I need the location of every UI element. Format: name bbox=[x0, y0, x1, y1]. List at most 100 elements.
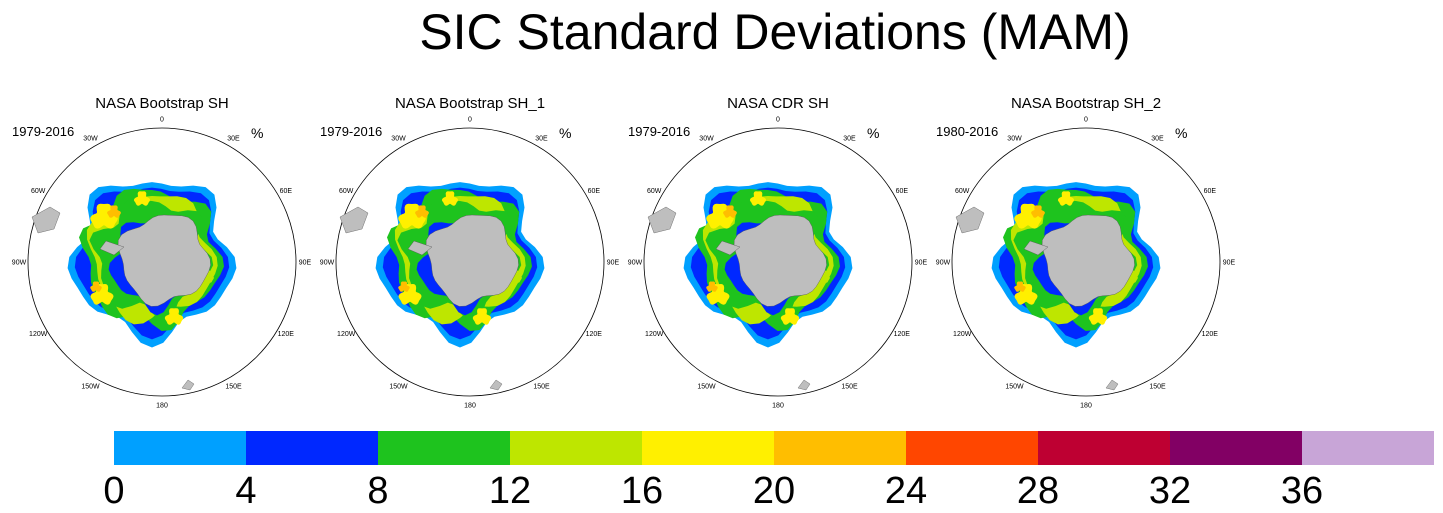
longitude-label: 60W bbox=[955, 188, 970, 195]
longitude-label: 180 bbox=[1080, 403, 1092, 410]
polar-map: 0 30E 60E 90E 120E 150E 180 150W 120W 90W 60W 30W bbox=[936, 117, 1236, 410]
longitude-label: 120E bbox=[278, 331, 295, 338]
sea-ice-contour-patch bbox=[90, 281, 102, 292]
longitude-label: 60E bbox=[896, 188, 909, 195]
panel-unit-label: % bbox=[867, 125, 880, 141]
sea-ice-contour-patch bbox=[415, 205, 429, 218]
antarctic-peninsula bbox=[407, 240, 433, 256]
longitude-label: 120W bbox=[337, 331, 356, 338]
colorbar-tick-label: 4 bbox=[235, 470, 257, 512]
antarctic-peninsula bbox=[715, 240, 741, 256]
longitude-label: 60E bbox=[1204, 188, 1217, 195]
sea-ice-contour-patch bbox=[164, 308, 184, 325]
colorbar-tick-label: 12 bbox=[488, 470, 532, 512]
sea-ice-contour-patch bbox=[1014, 281, 1026, 292]
sea-ice-contour-patch bbox=[133, 191, 151, 206]
map-panel: NASA Bootstrap SH_2 1980-2016% 0 30E 60E 90E 1… bbox=[936, 95, 1236, 415]
colorbar-segment bbox=[510, 431, 642, 465]
longitude-label: 0 bbox=[160, 117, 164, 124]
colorbar-segment bbox=[378, 431, 510, 465]
longitude-label: 90W bbox=[936, 260, 951, 267]
panel-period: 1979-2016 bbox=[12, 124, 75, 139]
longitude-label: 150E bbox=[841, 383, 858, 390]
colorbar-segment bbox=[1038, 431, 1170, 465]
longitude-label: 30W bbox=[83, 136, 98, 143]
longitude-label: 0 bbox=[776, 117, 780, 124]
colorbar bbox=[114, 431, 1434, 465]
sea-ice-contour-patch bbox=[749, 191, 767, 206]
longitude-label: 150W bbox=[1005, 383, 1024, 390]
longitude-label: 30W bbox=[1007, 136, 1022, 143]
panel-unit-label: % bbox=[251, 125, 264, 141]
colorbar-tick-label: 28 bbox=[1016, 470, 1060, 512]
sea-ice-contour-patch bbox=[780, 308, 800, 325]
colorbar-tick-label: 16 bbox=[620, 470, 664, 512]
longitude-label: 150W bbox=[697, 383, 716, 390]
panel-unit-label: % bbox=[1175, 125, 1188, 141]
longitude-label: 150E bbox=[1149, 383, 1166, 390]
longitude-label: 90W bbox=[320, 260, 335, 267]
panel-title: NASA Bootstrap SH_2 bbox=[1010, 95, 1162, 112]
panel-unit-label: % bbox=[559, 125, 572, 141]
colorbar-segment bbox=[246, 431, 378, 465]
longitude-label: 120E bbox=[894, 331, 911, 338]
antarctica-land bbox=[733, 214, 827, 307]
sea-ice-contour-patch bbox=[107, 205, 121, 218]
colorbar-segment bbox=[642, 431, 774, 465]
panel-title: NASA Bootstrap SH bbox=[95, 95, 229, 112]
polar-map: 0 30E 60E 90E 120E 150E 180 150W 120W 90W 60W 30W bbox=[12, 117, 312, 410]
longitude-label: 30E bbox=[535, 136, 548, 143]
longitude-label: 150E bbox=[533, 383, 550, 390]
longitude-label: 60E bbox=[280, 188, 293, 195]
panel-period: 1979-2016 bbox=[320, 124, 383, 139]
antarctic-peninsula bbox=[99, 240, 125, 256]
sea-ice-contour-patch bbox=[706, 281, 718, 292]
colorbar-segment bbox=[774, 431, 906, 465]
polar-map: 0 30E 60E 90E 120E 150E 180 150W 120W 90W 60W 30W bbox=[628, 117, 928, 410]
colorbar-tick-label: 36 bbox=[1280, 470, 1324, 512]
longitude-label: 60E bbox=[588, 188, 601, 195]
colorbar-segment bbox=[906, 431, 1038, 465]
longitude-label: 180 bbox=[156, 403, 168, 410]
longitude-label: 30E bbox=[1151, 136, 1164, 143]
colorbar-tick-label: 24 bbox=[884, 470, 928, 512]
antarctica-land bbox=[117, 214, 211, 307]
longitude-label: 90E bbox=[607, 260, 620, 267]
panel-title: NASA CDR SH bbox=[727, 95, 829, 112]
longitude-label: 120E bbox=[586, 331, 603, 338]
panel-period: 1980-2016 bbox=[936, 124, 999, 139]
sea-ice-contour-patch bbox=[1031, 205, 1045, 218]
south-america-land bbox=[647, 206, 677, 234]
antarctica-land bbox=[425, 214, 519, 307]
sea-ice-contour-patch bbox=[472, 308, 492, 325]
longitude-label: 120E bbox=[1202, 331, 1219, 338]
longitude-label: 30W bbox=[391, 136, 406, 143]
sea-ice-contour-patch bbox=[398, 281, 410, 292]
longitude-label: 120W bbox=[953, 331, 972, 338]
colorbar-segment bbox=[114, 431, 246, 465]
longitude-label: 60W bbox=[339, 188, 354, 195]
map-panel: NASA Bootstrap SH 1979-2016% 0 30E 60E 90E 120… bbox=[12, 95, 312, 415]
colorbar-segment bbox=[1170, 431, 1302, 465]
new-zealand-land bbox=[1105, 379, 1119, 391]
longitude-label: 150W bbox=[389, 383, 408, 390]
longitude-label: 90W bbox=[12, 260, 27, 267]
longitude-label: 30E bbox=[227, 136, 240, 143]
antarctica-land bbox=[1041, 214, 1135, 307]
longitude-label: 180 bbox=[464, 403, 476, 410]
longitude-label: 150E bbox=[225, 383, 242, 390]
longitude-label: 180 bbox=[772, 403, 784, 410]
new-zealand-land bbox=[489, 379, 503, 391]
sea-ice-contour-patch bbox=[441, 191, 459, 206]
longitude-label: 30E bbox=[843, 136, 856, 143]
sea-ice-contour-patch bbox=[1088, 308, 1108, 325]
south-america-land bbox=[339, 206, 369, 234]
longitude-label: 90E bbox=[299, 260, 312, 267]
colorbar-tick-label: 32 bbox=[1148, 470, 1192, 512]
map-panel: NASA Bootstrap SH_1 1979-2016% 0 30E 60E 90E 1… bbox=[320, 95, 620, 415]
south-america-land bbox=[955, 206, 985, 234]
panel-title: NASA Bootstrap SH_1 bbox=[394, 95, 546, 112]
panel-period: 1979-2016 bbox=[628, 124, 691, 139]
longitude-label: 90E bbox=[915, 260, 928, 267]
longitude-label: 120W bbox=[645, 331, 664, 338]
